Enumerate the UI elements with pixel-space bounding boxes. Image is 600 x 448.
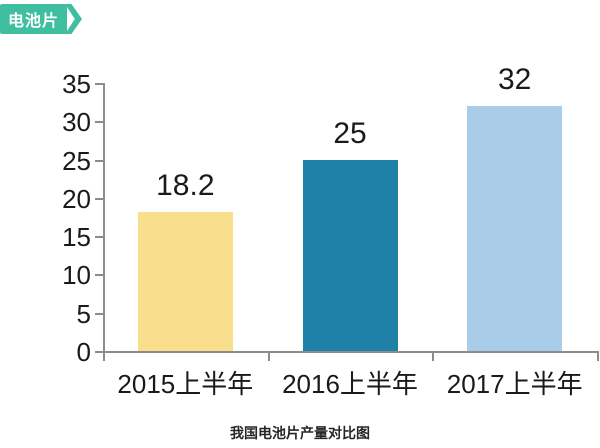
x-tick-mark [103, 353, 105, 361]
x-tick-mark [267, 353, 270, 361]
y-tick-mark [95, 236, 103, 239]
category-tag-label: 电池片 [8, 13, 60, 30]
y-tick-mark [95, 351, 103, 353]
x-axis-label: 2017上半年 [446, 369, 583, 399]
y-tick-label: 25 [62, 145, 91, 176]
y-tick-label: 35 [62, 69, 91, 99]
x-tick-mark [597, 353, 599, 361]
bar [302, 159, 398, 351]
x-axis-line [103, 351, 599, 353]
y-tick-mark [95, 159, 103, 162]
chart-caption: 我国电池片产量对比图 [230, 425, 370, 441]
y-tick-mark [95, 312, 103, 315]
y-axis-line [103, 83, 105, 351]
bar [137, 211, 233, 351]
bar-value-label: 25 [333, 116, 367, 150]
y-tick-mark [95, 121, 103, 124]
y-tick-mark [95, 274, 103, 277]
tag-chevron-icon [65, 4, 82, 34]
y-tick-label: 30 [62, 107, 91, 138]
category-tag: 电池片 [0, 4, 68, 34]
bar-value-label: 18.2 [156, 168, 215, 202]
y-tick-label: 10 [62, 260, 91, 291]
y-tick-mark [95, 197, 103, 200]
y-tick-label: 20 [62, 183, 91, 214]
x-tick-mark [432, 353, 435, 361]
bar [467, 105, 563, 351]
x-axis-label: 2015上半年 [117, 369, 254, 399]
y-tick-mark [95, 83, 103, 85]
y-tick-label: 0 [76, 337, 91, 367]
y-tick-label: 5 [76, 298, 91, 329]
x-axis-label: 2016上半年 [282, 369, 418, 399]
bar-value-label: 32 [497, 62, 532, 96]
y-tick-label: 15 [62, 222, 91, 253]
